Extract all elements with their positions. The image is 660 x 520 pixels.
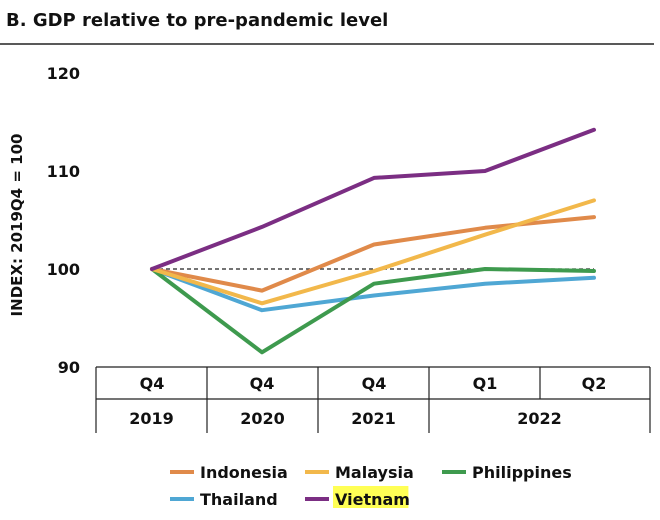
series-line-thailand <box>150 267 596 313</box>
legend-label-thailand: Thailand <box>200 490 278 509</box>
x-year-label: 2019 <box>129 409 174 428</box>
y-tick-labels: 90 100 110 120 <box>47 64 80 377</box>
y-tick-label: 120 <box>47 64 80 83</box>
y-axis-label: INDEX: 2019Q4 = 100 <box>8 134 26 317</box>
y-tick-label: 90 <box>58 358 80 377</box>
x-quarter-label: Q4 <box>250 374 275 393</box>
y-tick-label: 100 <box>47 260 80 279</box>
legend: Indonesia Malaysia Philippines Thailand Viet… <box>170 463 572 509</box>
x-quarter-label: Q4 <box>362 374 387 393</box>
legend-label-malaysia: Malaysia <box>335 463 414 482</box>
legend-label-indonesia: Indonesia <box>200 463 288 482</box>
x-quarter-label: Q1 <box>473 374 498 393</box>
x-tick-labels: Q4 Q4 Q4 Q1 Q2 2019 2020 2021 2022 <box>129 374 606 428</box>
x-year-label: 2022 <box>517 409 562 428</box>
chart-title: B. GDP relative to pre-pandemic level <box>6 10 388 31</box>
y-tick-label: 110 <box>47 162 80 181</box>
x-year-label: 2020 <box>240 409 285 428</box>
series-line-malaysia <box>150 198 596 306</box>
legend-label-vietnam: Vietnam <box>335 490 410 509</box>
x-quarter-label: Q4 <box>140 374 165 393</box>
series-line-vietnam <box>150 127 596 271</box>
legend-highlight <box>333 486 409 508</box>
x-axis-table <box>95 366 651 433</box>
x-quarter-label: Q2 <box>582 374 607 393</box>
series-line-philippines <box>150 267 596 355</box>
series-lines <box>150 127 596 355</box>
x-year-label: 2021 <box>351 409 396 428</box>
legend-label-philippines: Philippines <box>472 463 572 482</box>
